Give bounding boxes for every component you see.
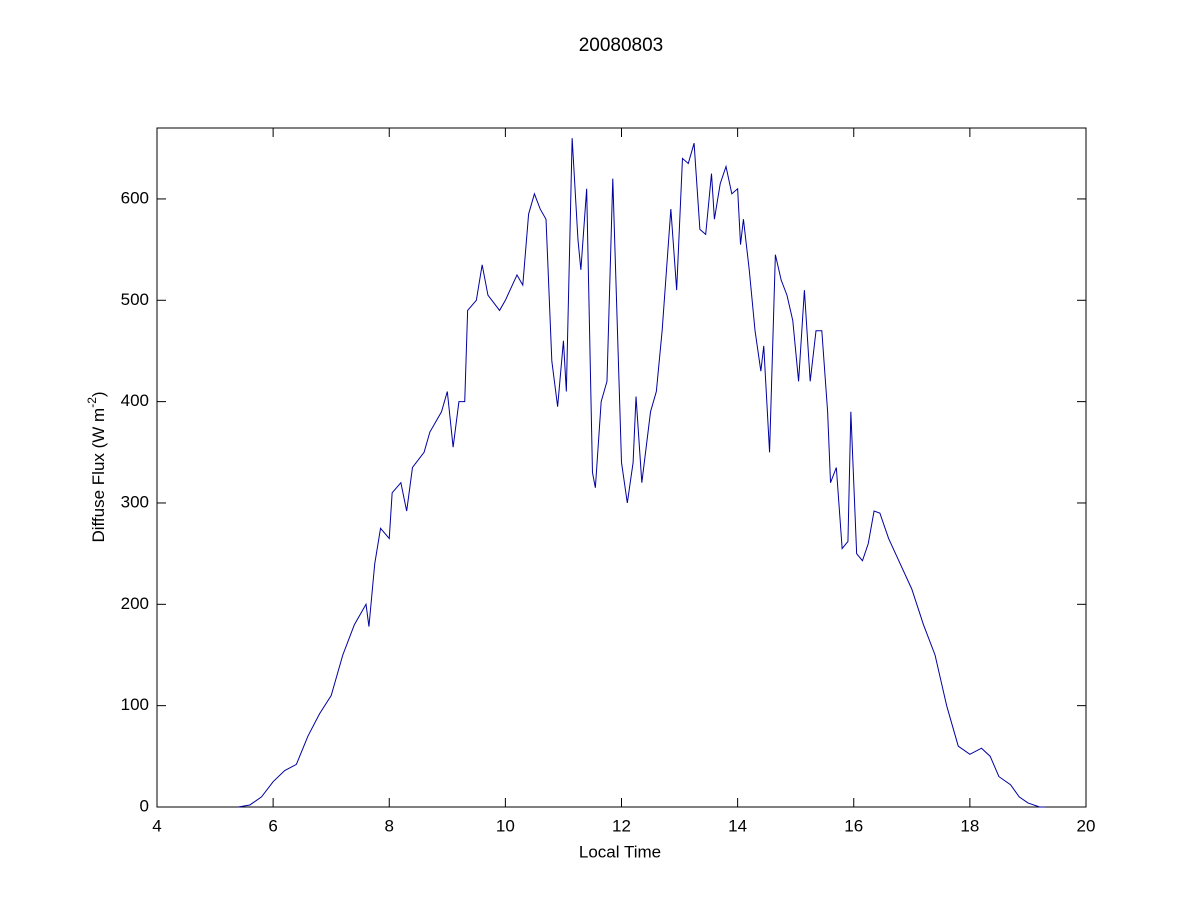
y-tick-label: 300 bbox=[121, 492, 149, 511]
chart-title: 20080803 bbox=[579, 35, 664, 56]
plot-area bbox=[156, 127, 1087, 808]
y-tick-label: 400 bbox=[121, 391, 149, 410]
y-tick-label: 500 bbox=[121, 290, 149, 309]
x-tick-label: 16 bbox=[844, 816, 863, 835]
x-tick-label: 4 bbox=[152, 816, 161, 835]
y-tick-label: 200 bbox=[121, 594, 149, 613]
x-tick-label: 8 bbox=[385, 816, 394, 835]
y-axis-label: Diffuse Flux (W m-2) bbox=[85, 391, 108, 542]
x-tick-label: 10 bbox=[496, 816, 515, 835]
x-tick-label: 14 bbox=[728, 816, 747, 835]
y-tick-label: 100 bbox=[121, 695, 149, 714]
y-label-sup: -2 bbox=[85, 397, 99, 408]
x-tick-label: 20 bbox=[1077, 816, 1096, 835]
y-tick-label: 600 bbox=[121, 188, 149, 207]
data-line bbox=[238, 138, 1046, 808]
y-tick-label: 0 bbox=[140, 796, 149, 815]
x-tick-label: 6 bbox=[268, 816, 277, 835]
x-tick-label: 18 bbox=[960, 816, 979, 835]
x-tick-label: 12 bbox=[612, 816, 631, 835]
x-axis-label: Local Time bbox=[579, 842, 661, 861]
y-label-end: ) bbox=[89, 391, 108, 397]
y-label-text: Diffuse Flux (W m bbox=[89, 408, 108, 543]
